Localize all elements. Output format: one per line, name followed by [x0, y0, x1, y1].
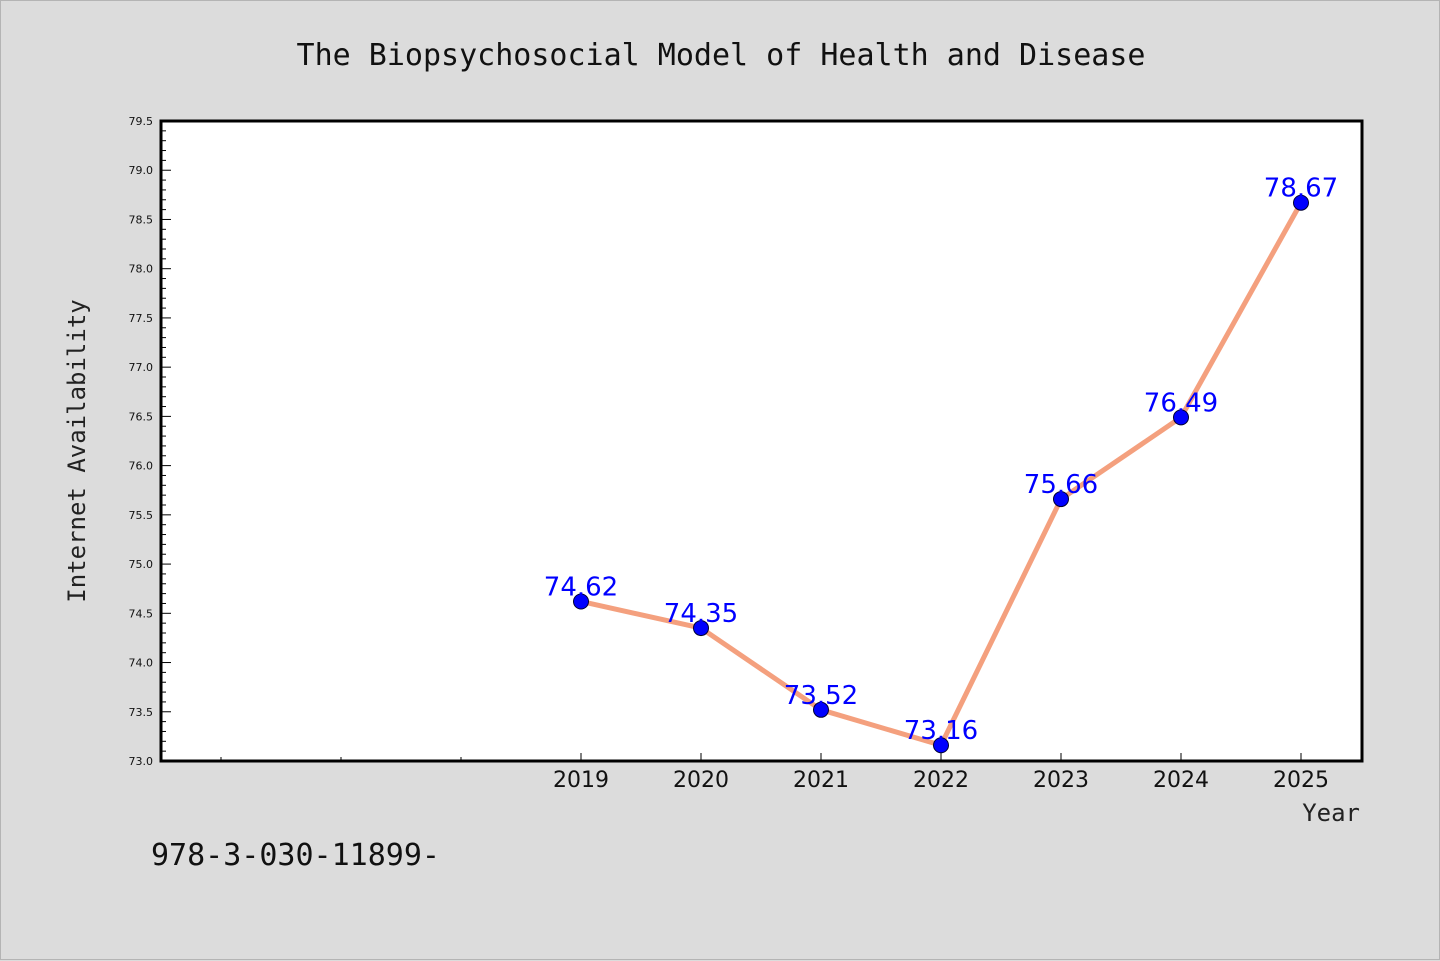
data-label: 78.67	[1264, 174, 1338, 204]
y-tick-label: 78.0	[129, 263, 154, 276]
x-tick-label: 2023	[1033, 768, 1089, 793]
plot-area	[159, 119, 1364, 763]
x-tick-label: 2025	[1273, 768, 1329, 793]
x-tick-label: 2022	[913, 768, 969, 793]
y-tick-label: 73.0	[129, 755, 154, 768]
data-point	[933, 737, 949, 754]
y-tick-label: 76.5	[129, 410, 154, 423]
data-label: 74.62	[544, 572, 618, 602]
data-label: 75.66	[1024, 470, 1098, 500]
data-point	[813, 701, 829, 718]
x-axis-label: Year	[1302, 799, 1360, 827]
y-tick-label: 76.0	[129, 460, 154, 473]
y-tick-label: 78.5	[129, 213, 154, 226]
y-axis: 73.0 73.5 74.0 74.5 75.0 75.5 76.0 76.5 77.0 77.5…	[129, 115, 171, 768]
data-point	[1053, 491, 1069, 508]
x-tick-label: 2019	[553, 768, 609, 793]
data-label: 74.35	[664, 599, 738, 629]
y-tick-label: 79.0	[129, 164, 154, 177]
data-label: 76.49	[1144, 388, 1218, 418]
y-tick-label: 74.5	[129, 607, 154, 620]
x-tick-label: 2020	[673, 768, 729, 793]
x-tick-label: 2021	[793, 768, 849, 793]
chart-title: The Biopsychosocial Model of Health and …	[297, 38, 1146, 73]
data-point	[1173, 409, 1189, 426]
footer-text: 978-3-030-11899-	[151, 838, 440, 873]
y-axis-label: Internet Availability	[63, 299, 91, 602]
x-axis: 2019 2020 2021 2022 2023 2024 2025	[220, 753, 1329, 793]
y-tick-label: 77.0	[129, 361, 154, 374]
data-label: 73.16	[904, 716, 978, 746]
y-tick-label: 74.0	[129, 657, 154, 670]
y-tick-label: 75.5	[129, 509, 154, 522]
x-tick-label: 2024	[1153, 768, 1209, 793]
data-point	[693, 620, 709, 637]
series-group: 74.62 74.35 73.52 73.16 75.66 76.49 78.67	[544, 174, 1338, 754]
y-tick-label: 73.5	[129, 706, 154, 719]
y-tick-label: 79.5	[129, 115, 154, 128]
data-point	[1293, 194, 1309, 211]
data-point	[573, 593, 589, 610]
data-label: 73.52	[784, 681, 858, 711]
y-tick-label: 75.0	[129, 558, 154, 571]
y-tick-label: 77.5	[129, 312, 154, 325]
